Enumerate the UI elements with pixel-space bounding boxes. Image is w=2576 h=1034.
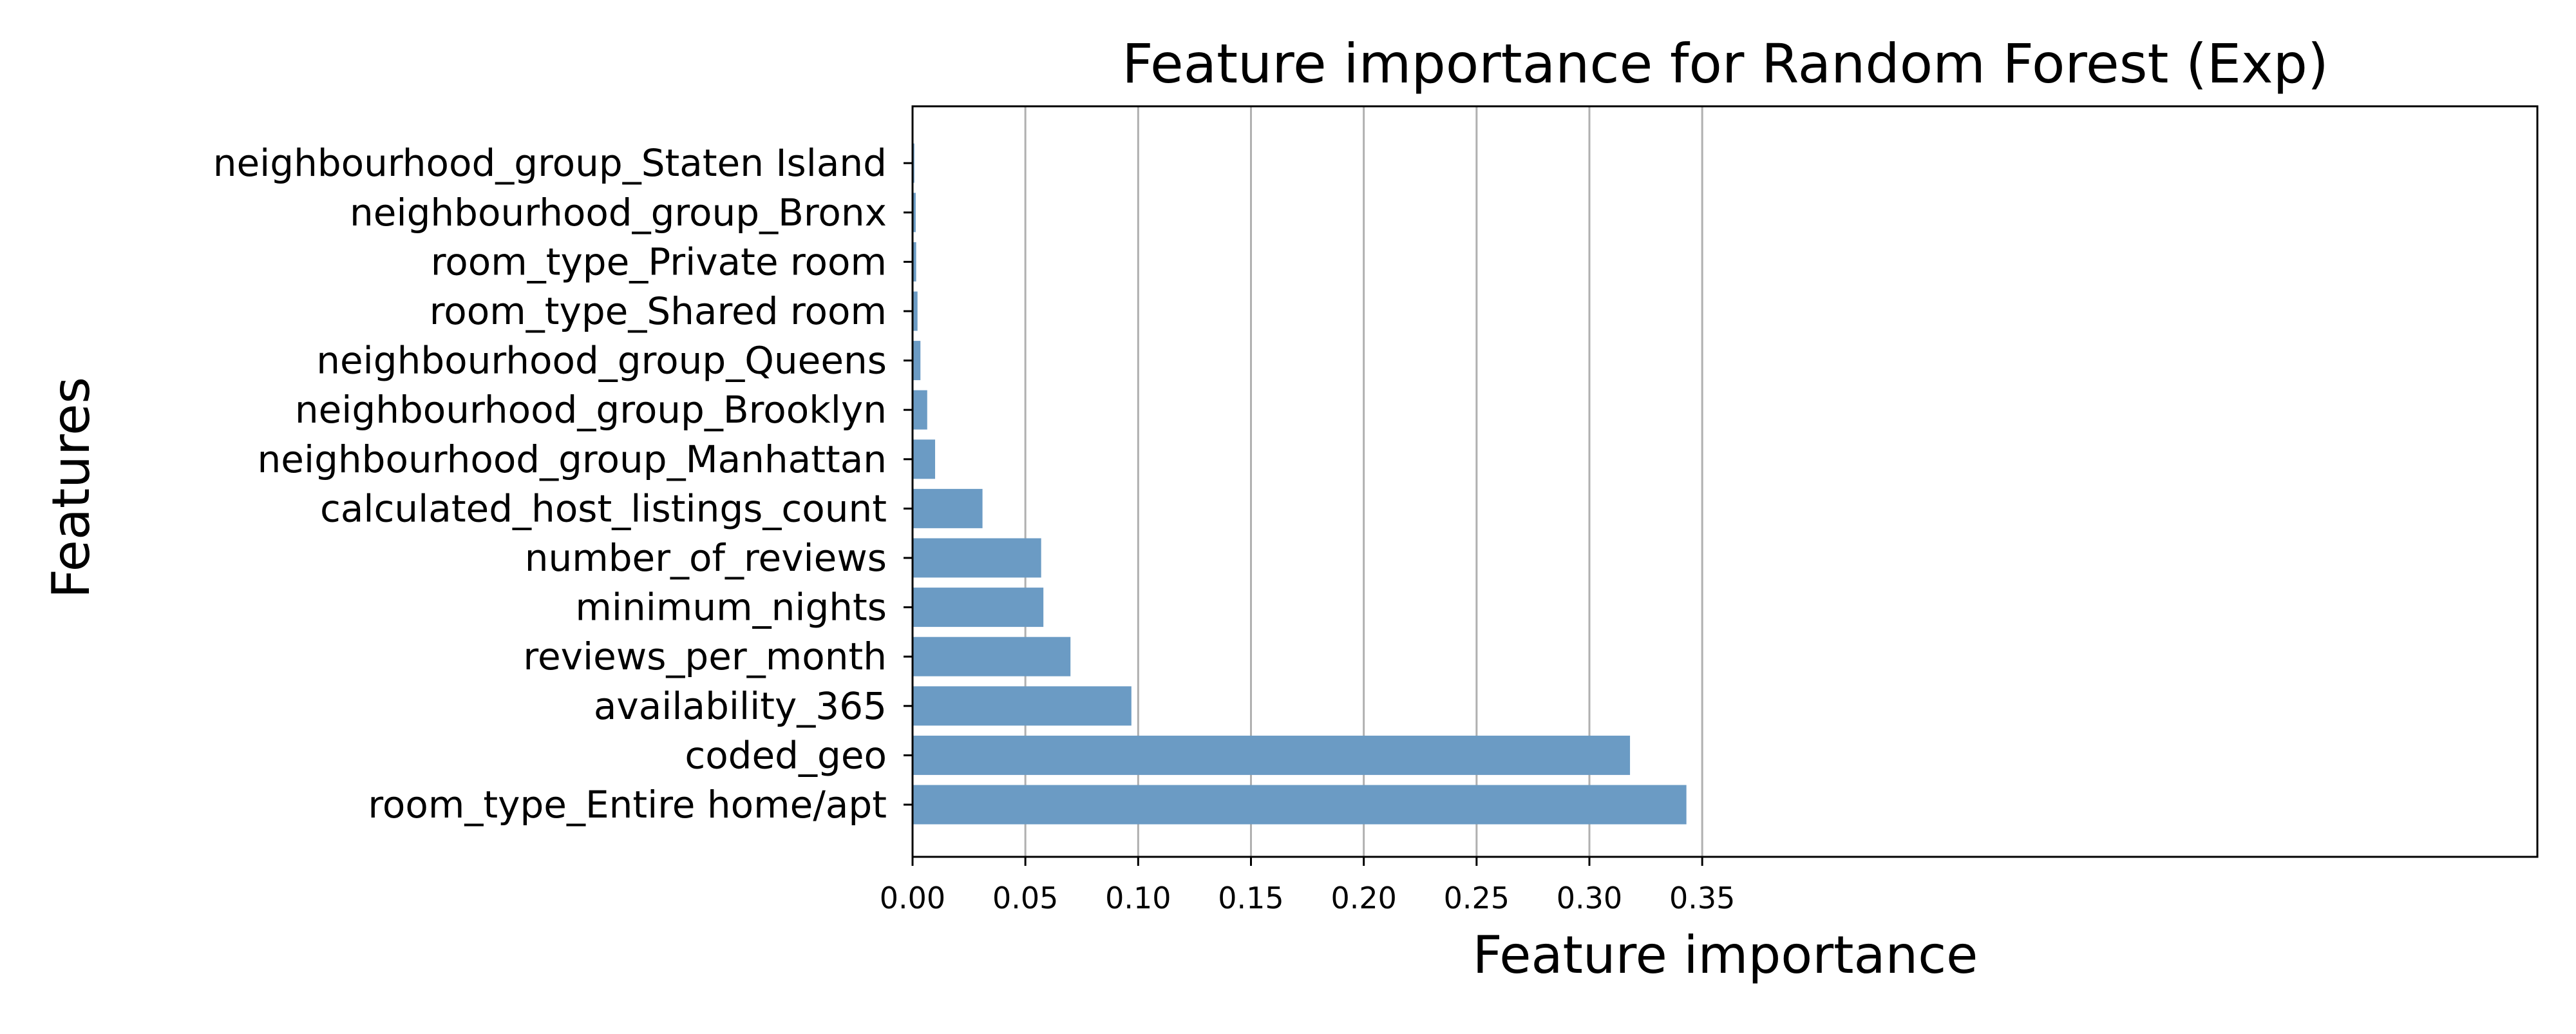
bar xyxy=(913,390,927,430)
bar xyxy=(913,341,921,381)
x-tick-label: 0.20 xyxy=(1331,881,1396,915)
y-axis-ticks: room_type_Entire home/apt coded_geo availa… xyxy=(213,141,913,827)
y-tick-label: neighbourhood_group_Manhattan xyxy=(258,437,887,481)
y-tick-label: minimum_nights xyxy=(575,586,887,629)
y-tick-label: coded_geo xyxy=(685,733,887,777)
bar xyxy=(913,488,983,528)
y-tick-label: room_type_Entire home/apt xyxy=(368,783,887,827)
grid-lines xyxy=(1024,106,1703,857)
bar xyxy=(913,588,1044,627)
plot-frame xyxy=(911,105,2539,858)
bar xyxy=(913,538,1041,578)
x-tick-label: 0.30 xyxy=(1557,881,1622,915)
y-tick-label: neighbourhood_group_Bronx xyxy=(350,191,887,235)
bar xyxy=(913,439,936,479)
y-tick-label: neighbourhood_group_Staten Island xyxy=(213,141,887,185)
y-tick-label: calculated_host_listings_count xyxy=(320,486,887,530)
y-tick-label: room_type_Shared room xyxy=(430,289,887,333)
x-tick-label: 0.35 xyxy=(1669,881,1735,915)
y-tick-label: neighbourhood_group_Queens xyxy=(316,339,887,383)
bars xyxy=(913,143,1687,825)
bar xyxy=(913,785,1687,825)
x-tick-label: 0.00 xyxy=(880,881,945,915)
chart-title: Feature importance for Random Forest (Ex… xyxy=(1122,32,2329,95)
y-tick-label: number_of_reviews xyxy=(525,536,887,580)
y-axis-title: Features xyxy=(41,377,101,598)
x-tick-label: 0.10 xyxy=(1105,881,1171,915)
bar xyxy=(913,193,916,233)
bar xyxy=(913,637,1071,676)
x-axis-ticks: 0.00 0.05 0.10 0.15 0.20 0.25 0.30 0.35 xyxy=(880,857,1735,915)
x-axis-title: Feature importance xyxy=(1473,925,1978,985)
y-tick-label: room_type_Private room xyxy=(431,240,887,283)
bar xyxy=(913,242,916,282)
bar xyxy=(913,291,918,331)
y-tick-label: neighbourhood_group_Brooklyn xyxy=(295,388,887,432)
x-tick-label: 0.25 xyxy=(1444,881,1510,915)
x-tick-label: 0.05 xyxy=(992,881,1058,915)
y-tick-label: availability_365 xyxy=(594,684,887,728)
y-tick-label: reviews_per_month xyxy=(523,635,887,678)
bar xyxy=(913,686,1132,726)
x-tick-label: 0.15 xyxy=(1218,881,1283,915)
bar xyxy=(913,735,1631,775)
